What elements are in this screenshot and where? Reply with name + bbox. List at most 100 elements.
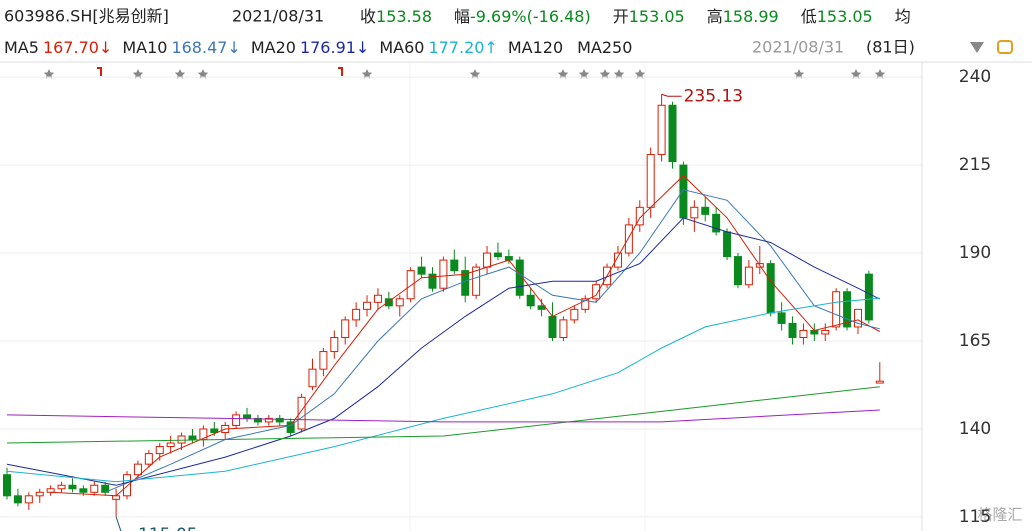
event-star bbox=[634, 69, 646, 79]
header-item: 幅-9.69%(-16.48) bbox=[454, 7, 591, 26]
event-star bbox=[874, 69, 886, 79]
candle-body bbox=[57, 484, 66, 490]
lock-icon[interactable] bbox=[997, 40, 1013, 54]
candle-body bbox=[799, 329, 808, 338]
legend-item: MA10 168.47↓ bbox=[122, 38, 241, 57]
candle-body bbox=[493, 252, 502, 258]
legend-item: MA250 bbox=[577, 38, 632, 57]
candle-body bbox=[515, 259, 524, 296]
range-end: 2021/08/31 bbox=[752, 38, 844, 57]
header-item: 收153.58 bbox=[360, 7, 432, 26]
candle-body bbox=[450, 259, 459, 272]
candle-body bbox=[843, 291, 852, 328]
event-star bbox=[43, 69, 55, 79]
legend-name: MA120 bbox=[508, 38, 563, 57]
event-star bbox=[850, 69, 862, 79]
ma-line bbox=[6, 297, 880, 483]
candle-body bbox=[112, 495, 121, 500]
y-tick-label: 240 bbox=[959, 67, 991, 87]
event-star bbox=[578, 69, 590, 79]
event-star bbox=[132, 69, 144, 79]
candle-body bbox=[788, 322, 797, 338]
candle-body bbox=[875, 380, 884, 384]
candle-body bbox=[613, 252, 622, 268]
candle-body bbox=[264, 417, 273, 423]
ma-line bbox=[6, 409, 880, 423]
y-tick-label: 140 bbox=[959, 419, 991, 439]
candle-body bbox=[243, 414, 252, 419]
event-flag bbox=[97, 67, 102, 76]
event-star bbox=[197, 69, 209, 79]
header-label: 收 bbox=[360, 7, 376, 26]
candle-body bbox=[832, 291, 841, 328]
stock-name: 603986.SH[兆易创新] bbox=[4, 7, 169, 26]
y-tick-label: 165 bbox=[959, 331, 991, 351]
candle-body bbox=[13, 495, 22, 504]
candle-body bbox=[395, 298, 404, 307]
legend-value: 176.91↓ bbox=[300, 38, 369, 57]
ma-line bbox=[105, 189, 880, 493]
candle-body bbox=[657, 104, 666, 156]
event-star bbox=[599, 69, 611, 79]
y-tick-label: 115 bbox=[959, 507, 991, 527]
candle-body bbox=[177, 435, 186, 444]
candle-body bbox=[101, 484, 110, 493]
candle-body bbox=[712, 213, 721, 233]
header-item: 开153.05 bbox=[613, 7, 685, 26]
candle-body bbox=[537, 305, 546, 310]
candle-body bbox=[232, 414, 241, 426]
candle-body bbox=[384, 298, 393, 307]
candle-body bbox=[864, 273, 873, 321]
candle-body bbox=[701, 206, 710, 215]
candle-body bbox=[777, 312, 786, 324]
header-value: 153.05 bbox=[817, 7, 873, 26]
annotation-arrow bbox=[661, 93, 682, 97]
event-star bbox=[361, 69, 373, 79]
header-item: 均 bbox=[895, 7, 911, 26]
candle-body bbox=[690, 206, 699, 219]
candle-body bbox=[406, 270, 415, 300]
candle-body bbox=[155, 446, 164, 455]
legend-item: MA60 177.20↑ bbox=[379, 38, 498, 57]
candle-body bbox=[373, 294, 382, 303]
event-star bbox=[557, 69, 569, 79]
dropdown-icon[interactable] bbox=[970, 42, 984, 53]
candle-body bbox=[3, 474, 11, 497]
candle-body bbox=[592, 284, 601, 300]
header-value: 153.58 bbox=[376, 7, 432, 26]
candle-body bbox=[144, 453, 153, 465]
stock-date: 2021/08/31 bbox=[232, 7, 324, 26]
legend-value: 167.70↓ bbox=[43, 38, 112, 57]
candle-body bbox=[79, 488, 88, 493]
candle-body bbox=[821, 329, 830, 335]
candle-body bbox=[853, 308, 862, 328]
y-tick-label: 215 bbox=[959, 155, 991, 175]
header-label: 高 bbox=[707, 7, 723, 26]
candle-body bbox=[733, 256, 742, 286]
annotation-label: 115.05 bbox=[138, 525, 197, 531]
header-item: 低153.05 bbox=[801, 7, 873, 26]
candle-body bbox=[723, 231, 732, 258]
legend-name: MA250 bbox=[577, 38, 632, 57]
range-days: (81日) bbox=[866, 38, 915, 57]
candle-body bbox=[417, 266, 426, 275]
candle-body bbox=[668, 104, 677, 163]
candle-body bbox=[646, 154, 655, 208]
annotation-arrow bbox=[115, 516, 122, 531]
candle-body bbox=[363, 301, 372, 310]
candle-body bbox=[428, 273, 437, 289]
y-tick-label: 190 bbox=[959, 243, 991, 263]
candle-body bbox=[68, 484, 77, 490]
candle-body bbox=[90, 484, 99, 493]
candle-body bbox=[483, 252, 492, 268]
header-value: -9.69%(-16.48) bbox=[470, 7, 591, 26]
candle-body bbox=[570, 308, 579, 321]
header-label: 均 bbox=[895, 7, 911, 26]
ma-line bbox=[6, 217, 881, 486]
candle-body bbox=[352, 308, 361, 321]
event-star bbox=[613, 69, 625, 79]
candle-body bbox=[341, 319, 350, 338]
legend-item: MA5 167.70↓ bbox=[4, 38, 112, 57]
header-value: 153.05 bbox=[629, 7, 685, 26]
header-value: 158.99 bbox=[723, 7, 779, 26]
